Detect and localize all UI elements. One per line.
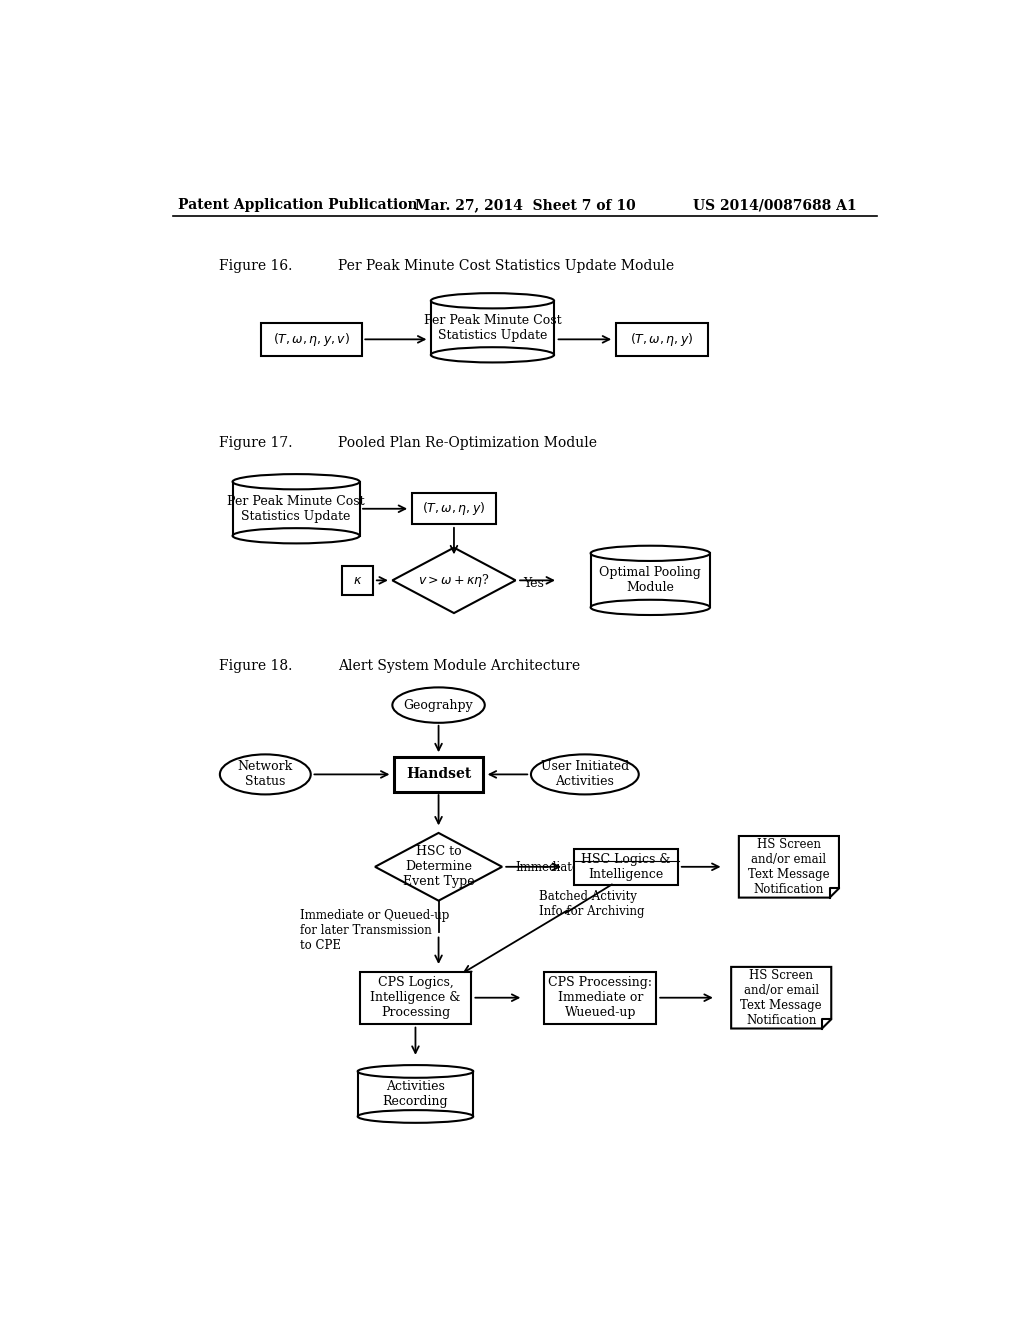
Ellipse shape	[232, 474, 359, 490]
Text: Alert System Module Architecture: Alert System Module Architecture	[339, 659, 581, 673]
Ellipse shape	[591, 545, 710, 561]
Text: HS Screen
and/or email
Text Message
Notification: HS Screen and/or email Text Message Noti…	[740, 969, 822, 1027]
Text: $(T,\omega,\eta,y)$: $(T,\omega,\eta,y)$	[422, 500, 485, 517]
Text: CPS Processing:
Immediate or
Wueued-up: CPS Processing: Immediate or Wueued-up	[548, 977, 652, 1019]
Bar	[591, 553, 710, 607]
FancyBboxPatch shape	[412, 494, 497, 524]
Text: Figure 18.: Figure 18.	[219, 659, 293, 673]
Text: User Initiated
Activities: User Initiated Activities	[541, 760, 629, 788]
FancyBboxPatch shape	[394, 756, 483, 792]
FancyBboxPatch shape	[573, 849, 678, 884]
Text: Patent Application Publication: Patent Application Publication	[178, 198, 418, 213]
Text: Mar. 27, 2014  Sheet 7 of 10: Mar. 27, 2014 Sheet 7 of 10	[416, 198, 636, 213]
FancyBboxPatch shape	[359, 972, 471, 1024]
Text: Handset: Handset	[406, 767, 471, 781]
Text: $(T,\omega,\eta,y,v)$: $(T,\omega,\eta,y,v)$	[273, 331, 350, 348]
Text: Immediate: Immediate	[515, 862, 580, 874]
Text: $(T,\omega,\eta,y)$: $(T,\omega,\eta,y)$	[630, 331, 693, 348]
FancyBboxPatch shape	[615, 323, 708, 355]
Text: Activities
Recording: Activities Recording	[383, 1080, 449, 1107]
Bar	[431, 301, 554, 355]
Text: Per Peak Minute Cost
Statistics Update: Per Peak Minute Cost Statistics Update	[424, 314, 561, 342]
FancyBboxPatch shape	[545, 972, 656, 1024]
Text: Per Peak Minute Cost
Statistics Update: Per Peak Minute Cost Statistics Update	[227, 495, 365, 523]
Text: $\kappa$: $\kappa$	[353, 574, 362, 587]
Ellipse shape	[531, 755, 639, 795]
Text: HSC Logics &
Intelligence: HSC Logics & Intelligence	[581, 853, 671, 880]
Text: Figure 16.: Figure 16.	[219, 259, 293, 272]
Text: Geograhpy: Geograhpy	[403, 698, 473, 711]
FancyBboxPatch shape	[342, 566, 373, 595]
Text: Per Peak Minute Cost Statistics Update Module: Per Peak Minute Cost Statistics Update M…	[339, 259, 675, 272]
Polygon shape	[375, 833, 502, 900]
Text: Optimal Pooling
Module: Optimal Pooling Module	[599, 566, 701, 594]
Ellipse shape	[591, 599, 710, 615]
Text: Pooled Plan Re-Optimization Module: Pooled Plan Re-Optimization Module	[339, 436, 597, 450]
Ellipse shape	[220, 755, 310, 795]
Polygon shape	[392, 548, 515, 612]
Ellipse shape	[232, 528, 359, 544]
FancyBboxPatch shape	[261, 323, 361, 355]
Ellipse shape	[392, 688, 484, 723]
Bar	[357, 1072, 473, 1117]
Ellipse shape	[357, 1065, 473, 1077]
Text: HS Screen
and/or email
Text Message
Notification: HS Screen and/or email Text Message Noti…	[749, 838, 829, 896]
Text: Yes: Yes	[523, 577, 544, 590]
Text: Network
Status: Network Status	[238, 760, 293, 788]
Ellipse shape	[431, 347, 554, 363]
Text: Figure 17.: Figure 17.	[219, 436, 293, 450]
Text: HSC to
Determine
Event Type: HSC to Determine Event Type	[402, 845, 474, 888]
Ellipse shape	[431, 293, 554, 309]
Text: $v>\omega+\kappa\eta$?: $v>\omega+\kappa\eta$?	[418, 572, 489, 589]
Ellipse shape	[357, 1110, 473, 1123]
Polygon shape	[731, 966, 831, 1028]
Text: US 2014/0087688 A1: US 2014/0087688 A1	[692, 198, 856, 213]
Text: Immediate or Queued-up
for later Transmission
to CPE: Immediate or Queued-up for later Transmi…	[300, 909, 450, 952]
Polygon shape	[739, 836, 839, 898]
Bar	[232, 482, 359, 536]
Text: Batched Activity
Info for Archiving: Batched Activity Info for Archiving	[539, 890, 644, 917]
Text: CPS Logics,
Intelligence &
Processing: CPS Logics, Intelligence & Processing	[371, 977, 461, 1019]
